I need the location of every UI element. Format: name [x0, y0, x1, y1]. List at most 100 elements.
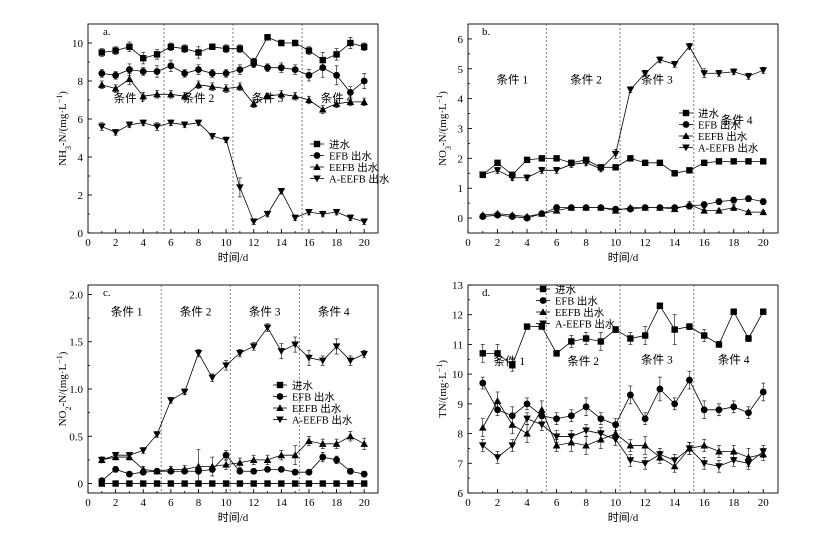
- data-point: [98, 477, 106, 485]
- legend-label: 进水: [292, 380, 313, 392]
- y-tick-label: 10: [72, 38, 84, 50]
- y-tick-label: 13: [452, 280, 464, 292]
- y-axis-label-sub: 2: [64, 407, 73, 411]
- x-tick-label: 20: [758, 237, 770, 249]
- data-point: [332, 343, 341, 351]
- data-point: [222, 451, 230, 459]
- x-tick-label: 16: [699, 497, 711, 509]
- data-point: [686, 376, 693, 384]
- data-point: [671, 326, 678, 333]
- y-axis-label-part: -N/(mg·L: [57, 103, 69, 146]
- x-tick-label: 20: [359, 497, 371, 509]
- panel-letter: a.: [103, 26, 111, 38]
- data-point: [222, 84, 230, 92]
- data-point: [715, 341, 723, 348]
- legend-marker: [313, 152, 321, 159]
- data-point: [582, 427, 590, 435]
- data-point: [729, 68, 738, 76]
- data-point: [360, 440, 368, 447]
- data-point: [567, 433, 576, 441]
- data-point: [140, 55, 147, 62]
- data-point: [346, 467, 354, 475]
- data-point: [685, 200, 694, 208]
- data-point: [153, 123, 161, 131]
- data-point: [641, 441, 649, 449]
- data-point: [167, 62, 175, 70]
- y-tick-label: 10: [452, 369, 464, 381]
- data-point: [98, 81, 106, 88]
- data-point: [318, 105, 327, 113]
- condition-label: 条件 1: [496, 73, 528, 87]
- data-point: [263, 210, 272, 218]
- panel-letter: d.: [482, 287, 491, 299]
- data-point: [277, 465, 285, 473]
- data-point: [291, 92, 299, 100]
- y-tick-label: 12: [452, 310, 463, 322]
- x-tick-label: 10: [610, 497, 622, 509]
- data-point: [538, 209, 546, 217]
- data-point: [209, 43, 216, 50]
- data-point: [180, 92, 189, 100]
- data-point: [360, 470, 368, 478]
- data-point: [112, 465, 120, 473]
- x-tick-label: 6: [168, 237, 174, 249]
- data-point: [167, 397, 175, 405]
- data-point: [552, 441, 561, 449]
- y-tick-label: 0: [458, 213, 464, 225]
- data-point: [508, 442, 517, 450]
- data-point: [236, 82, 244, 90]
- data-point: [567, 161, 576, 169]
- condition-label: 条件 4: [718, 353, 750, 367]
- y-axis-label-sub: 3: [444, 146, 453, 150]
- x-tick-label: 10: [221, 497, 233, 509]
- data-point: [180, 121, 189, 129]
- data-point: [715, 406, 723, 414]
- x-tick-label: 4: [140, 497, 146, 509]
- y-tick-label: 4: [458, 94, 464, 106]
- data-point: [112, 47, 119, 54]
- x-tick-label: 6: [554, 237, 560, 249]
- data-point: [264, 34, 271, 41]
- x-tick-label: 6: [168, 497, 174, 509]
- data-point: [236, 184, 244, 192]
- data-point: [553, 155, 560, 162]
- data-point: [670, 61, 679, 69]
- y-axis-label-part: NO: [57, 410, 69, 426]
- data-point: [744, 208, 753, 216]
- data-point: [641, 70, 649, 78]
- x-tick-label: 4: [524, 237, 530, 249]
- data-point: [236, 45, 244, 52]
- data-point: [523, 156, 531, 164]
- data-point: [277, 348, 286, 355]
- y-axis-label-part: TN/(mg·L: [437, 372, 449, 418]
- data-point: [208, 82, 217, 90]
- data-point: [760, 158, 767, 165]
- x-axis-label: 时间/d: [218, 511, 249, 524]
- y-tick-label: 2.0: [69, 289, 83, 301]
- data-point: [641, 159, 649, 167]
- series-line: [101, 78, 365, 110]
- x-tick-label: 12: [248, 497, 259, 509]
- data-point: [729, 203, 738, 211]
- panel-letter: b.: [482, 26, 491, 38]
- data-point: [333, 71, 340, 79]
- series-3: [478, 391, 768, 473]
- data-point: [277, 451, 286, 459]
- legend-label: 进水: [329, 139, 350, 151]
- condition-label: 条件 2: [180, 304, 212, 318]
- y-tick-label: 4: [78, 152, 84, 164]
- y-tick-label: 0: [78, 479, 84, 491]
- data-point: [305, 47, 313, 54]
- y-tick-label: 1.0: [69, 384, 83, 396]
- data-point: [700, 70, 708, 78]
- condition-label: 条件 2: [570, 73, 602, 87]
- data-point: [478, 442, 487, 450]
- data-point: [112, 71, 120, 79]
- data-point: [263, 324, 272, 332]
- data-point: [263, 92, 272, 100]
- x-tick-label: 10: [221, 237, 233, 249]
- data-point: [493, 397, 502, 404]
- x-tick-label: 14: [669, 497, 681, 509]
- data-point: [744, 460, 753, 468]
